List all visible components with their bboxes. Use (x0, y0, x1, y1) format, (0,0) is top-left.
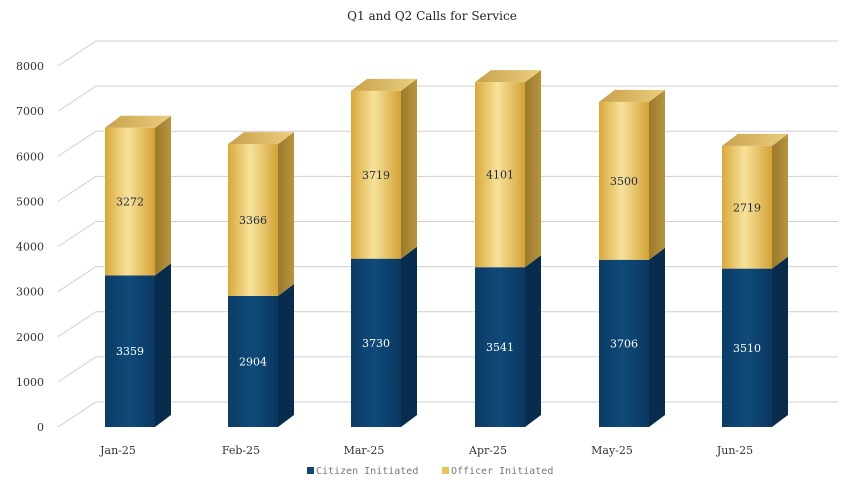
bar-side-officer (649, 89, 665, 260)
data-label-citizen: 2904 (239, 355, 267, 368)
data-label-officer: 3272 (116, 196, 144, 209)
bar-officer (475, 82, 525, 268)
y-tick-label: 8000 (16, 60, 44, 73)
bar-side-officer (772, 133, 788, 269)
y-tick-label: 6000 (16, 150, 44, 163)
gridline-3000 (57, 266, 838, 293)
bar-side-citizen (525, 255, 541, 427)
gridline-0 (57, 401, 838, 428)
gridline-2000 (57, 311, 838, 338)
x-category-label: Jan-25 (99, 444, 136, 457)
bar-side-citizen (772, 256, 788, 427)
data-labels: 3359 3272 2904 3366 3730 3719 3541 4101 3706 3500… (116, 169, 761, 369)
bar-top-officer (599, 89, 665, 102)
gridline-1000 (57, 356, 838, 383)
chart-title: Q1 and Q2 Calls for Service (347, 9, 517, 23)
bar-side-officer (155, 115, 171, 276)
legend-swatch-officer (442, 467, 449, 474)
data-label-citizen: 3541 (486, 341, 514, 354)
bar-top-officer (722, 133, 788, 146)
y-tick-label: 5000 (16, 195, 44, 208)
bar-side-citizen (649, 247, 665, 427)
data-label-citizen: 3359 (116, 345, 144, 358)
bar-citizen (722, 268, 772, 427)
bar-top-officer (228, 132, 294, 145)
bar-side-citizen (155, 263, 171, 427)
y-tick-label: 2000 (16, 331, 44, 344)
bar-top-officer (105, 115, 171, 128)
legend-swatch-citizen (307, 467, 314, 474)
data-label-officer: 3366 (239, 214, 267, 227)
bar-side-citizen (278, 283, 294, 427)
bar-officer (722, 145, 772, 269)
y-tick-label: 1000 (16, 376, 44, 389)
y-tick-label: 3000 (16, 286, 44, 299)
y-axis-ticks: 0 1000 2000 3000 4000 5000 6000 7000 8000 (16, 60, 44, 434)
bars (105, 70, 788, 427)
data-label-officer: 3719 (362, 169, 390, 182)
bar-citizen (475, 267, 525, 427)
legend-label-citizen: Citizen Initiated (316, 466, 418, 477)
bar-side-officer (525, 70, 541, 268)
x-axis-categories: Jan-25 Feb-25 Mar-25 Apr-25 May-25 Jun-25 (99, 444, 753, 457)
y-tick-label: 7000 (16, 105, 44, 118)
gridline-6000 (57, 130, 838, 157)
data-label-officer: 4101 (486, 169, 514, 182)
bar-citizen (105, 275, 155, 427)
legend-label-officer: Officer Initiated (451, 466, 553, 477)
bar-side-officer (278, 132, 294, 296)
data-label-citizen: 3510 (733, 342, 761, 355)
bar-top-officer (351, 78, 417, 91)
x-category-label: May-25 (591, 444, 633, 457)
x-category-label: Apr-25 (468, 444, 507, 457)
x-category-label: Mar-25 (344, 444, 385, 457)
gridline-4000 (57, 221, 838, 247)
x-category-label: Feb-25 (222, 444, 260, 457)
bar-citizen (228, 295, 278, 427)
bar-officer (228, 144, 278, 296)
gridline-7000 (57, 85, 838, 112)
gridlines (57, 40, 838, 428)
data-label-citizen: 3730 (362, 337, 390, 350)
data-label-officer: 2719 (733, 201, 761, 214)
bar-side-officer (401, 78, 417, 259)
legend: Citizen Initiated Officer Initiated (307, 466, 553, 477)
gridline-5000 (57, 175, 838, 202)
y-tick-label: 4000 (16, 241, 44, 254)
data-label-officer: 3500 (610, 175, 638, 188)
y-tick-label: 0 (37, 421, 44, 434)
bar-top-officer (475, 70, 541, 83)
gridline-8000 (57, 40, 838, 67)
bar-officer (599, 101, 649, 260)
bar-officer (105, 127, 155, 276)
bar-officer (351, 90, 401, 259)
data-label-citizen: 3706 (610, 337, 638, 350)
bar-citizen (599, 259, 649, 427)
bar-citizen (351, 258, 401, 427)
x-category-label: Jun-25 (716, 444, 753, 457)
bar-side-citizen (401, 246, 417, 427)
